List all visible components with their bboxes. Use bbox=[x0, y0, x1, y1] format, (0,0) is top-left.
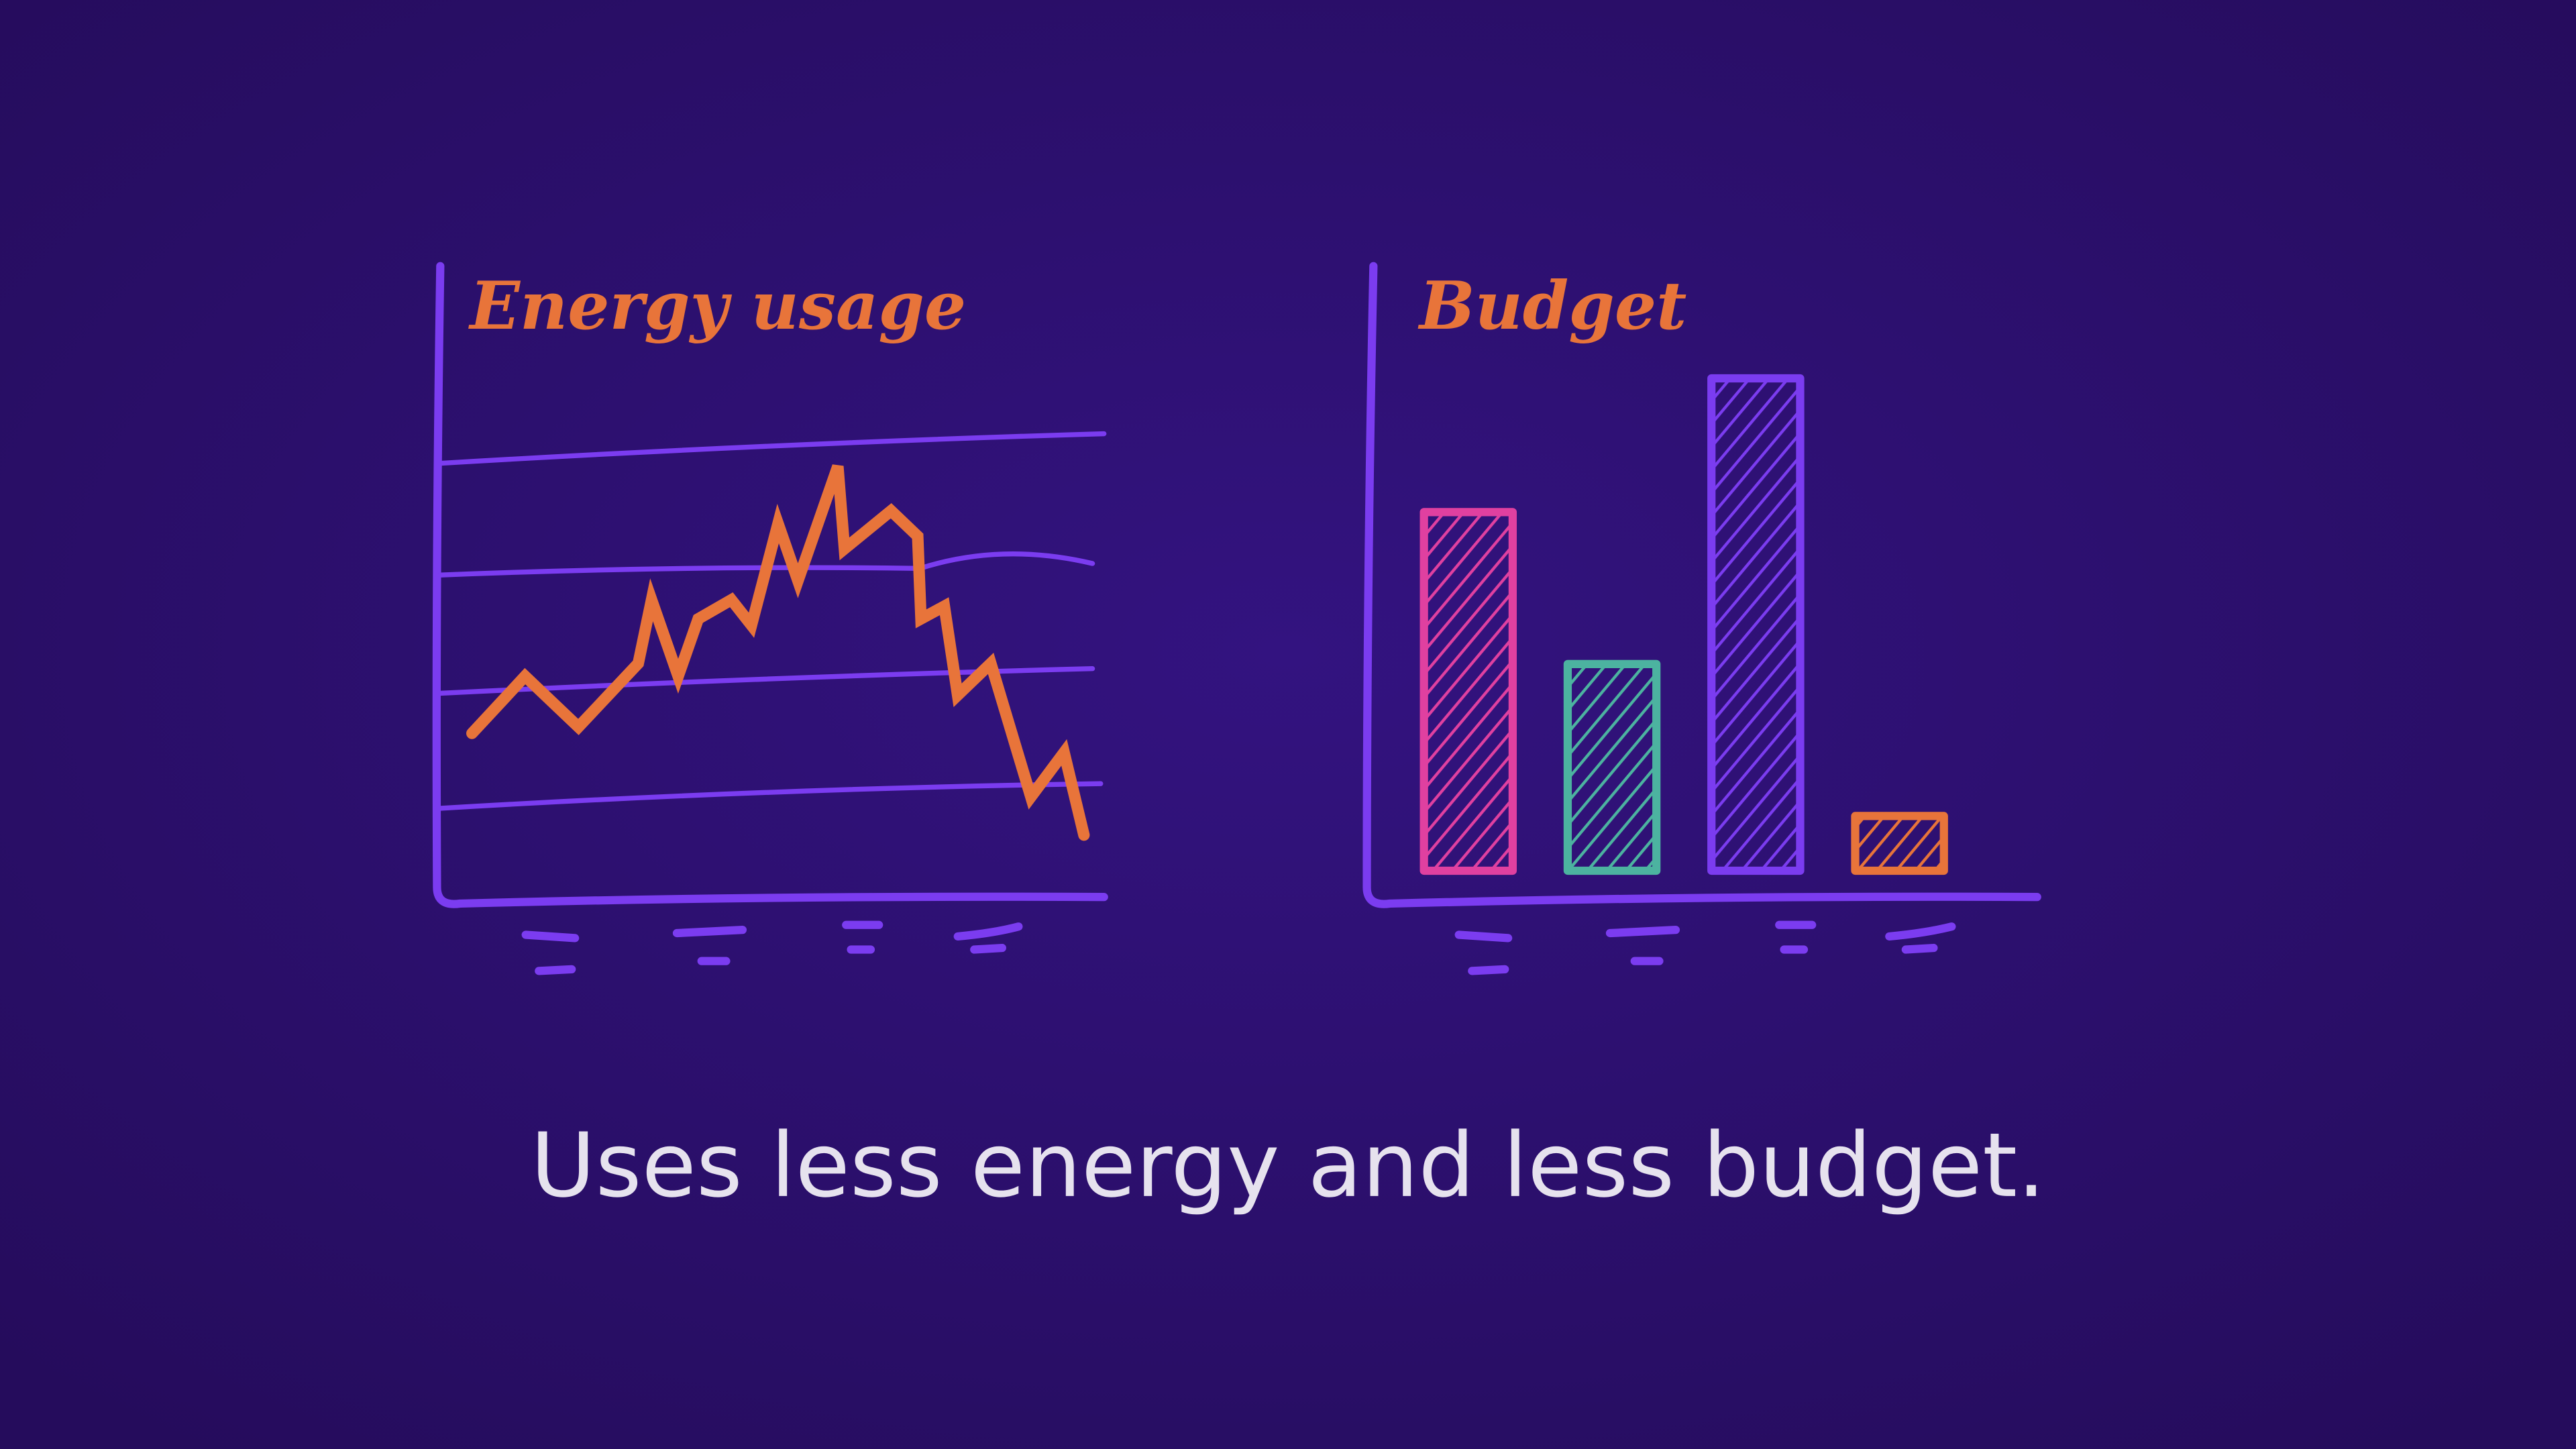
line-chart-x-squiggles bbox=[521, 920, 1023, 975]
energy-line bbox=[466, 464, 1090, 841]
bar bbox=[1851, 812, 1948, 875]
caption: Uses less energy and less budget. bbox=[531, 1114, 2045, 1218]
bar bbox=[1419, 508, 1517, 875]
line-chart-axes bbox=[432, 262, 1108, 908]
bar bbox=[1563, 659, 1661, 875]
bar-chart-axes bbox=[1362, 262, 2041, 908]
chart-title: Energy usage bbox=[468, 268, 966, 345]
chart-title: Budget bbox=[1417, 268, 1687, 345]
bar bbox=[1707, 374, 1805, 875]
bar-chart-x-squiggles bbox=[1454, 920, 1956, 975]
